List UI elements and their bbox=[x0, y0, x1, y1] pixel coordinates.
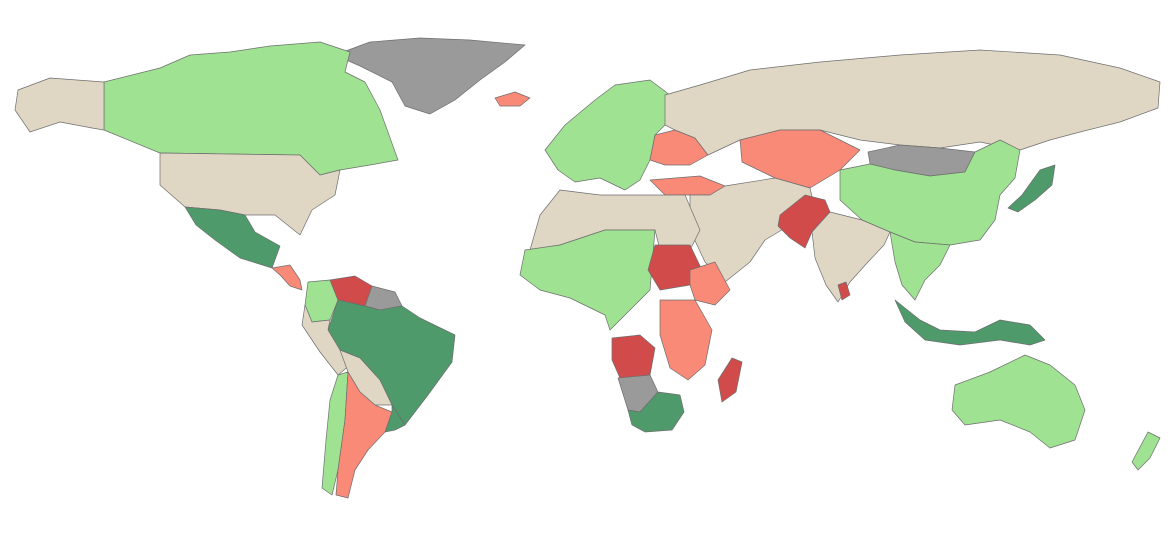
region-mexico bbox=[184, 206, 281, 269]
region-central-america bbox=[271, 264, 303, 291]
region-ethiopia bbox=[689, 261, 731, 306]
region-southeast-asia bbox=[889, 231, 951, 301]
region-angola bbox=[611, 334, 656, 379]
region-new-zealand bbox=[1131, 431, 1161, 471]
region-alaska bbox=[14, 77, 105, 133]
region-south-africa bbox=[627, 391, 685, 433]
region-guianas bbox=[364, 285, 403, 311]
region-west-africa bbox=[519, 229, 656, 331]
region-sri-lanka bbox=[837, 281, 851, 301]
region-indonesia bbox=[894, 299, 1046, 346]
region-greenland bbox=[334, 37, 526, 115]
region-argentina bbox=[335, 371, 393, 499]
region-uruguay bbox=[384, 404, 406, 433]
region-madagascar bbox=[717, 357, 743, 403]
region-australia bbox=[951, 354, 1086, 449]
region-europe bbox=[544, 79, 671, 191]
region-turkey bbox=[649, 175, 726, 196]
region-japan bbox=[1007, 164, 1056, 213]
region-india bbox=[811, 211, 891, 303]
region-russia bbox=[664, 49, 1161, 156]
region-east-africa bbox=[659, 299, 713, 381]
region-iceland bbox=[494, 91, 531, 107]
